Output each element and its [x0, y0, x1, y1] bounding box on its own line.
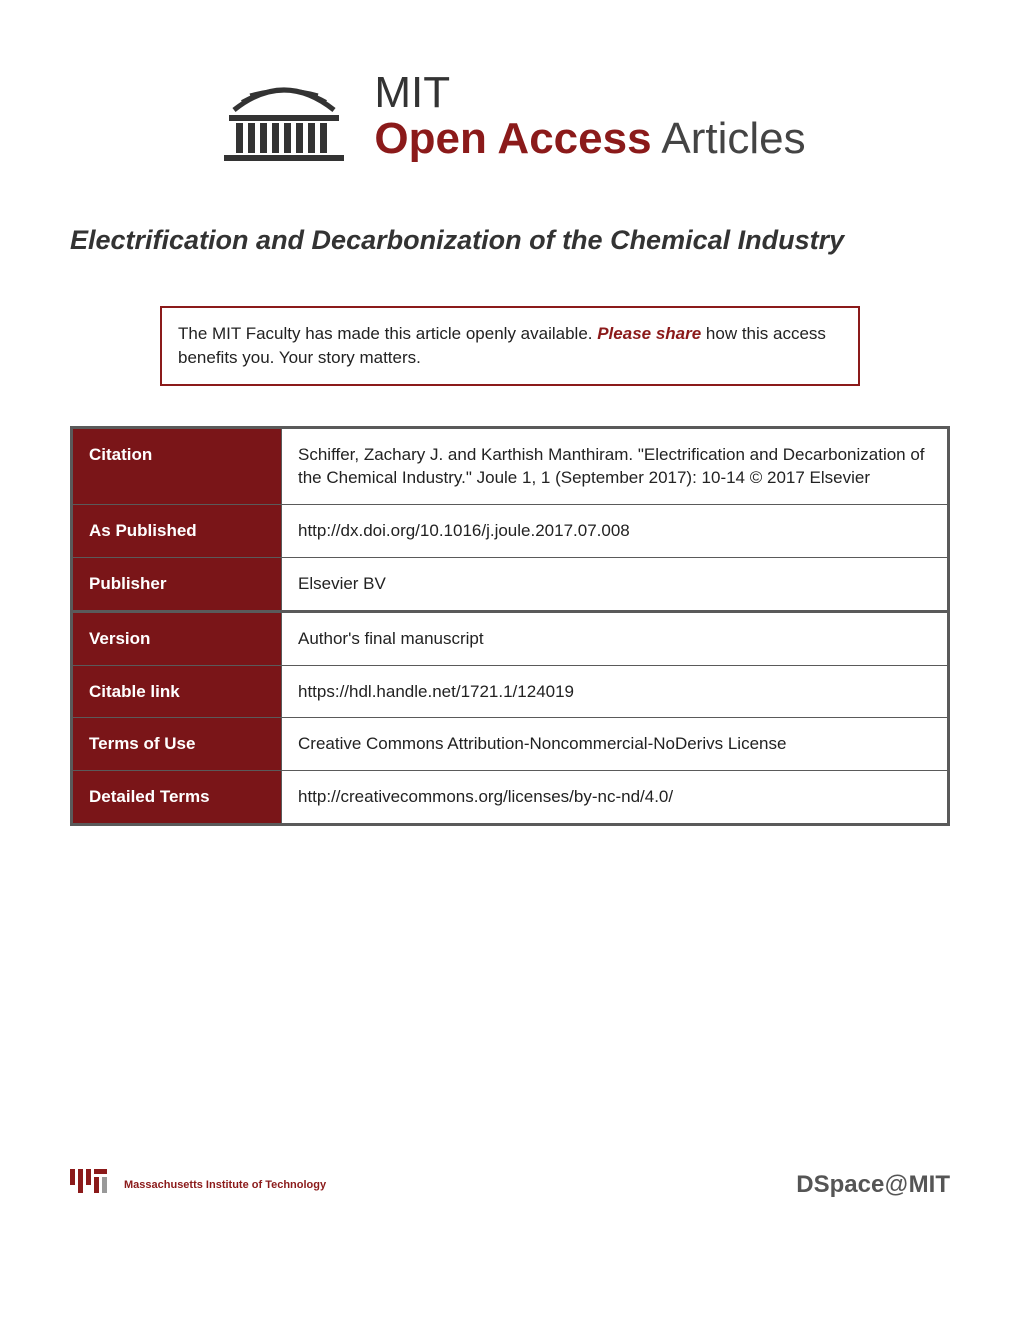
- table-row: As Published http://dx.doi.org/10.1016/j…: [72, 505, 949, 558]
- dspace-logo: DSpace@MIT: [796, 1171, 950, 1199]
- header-mit-text: MIT: [374, 71, 805, 115]
- table-row: Version Author's final manuscript: [72, 611, 949, 665]
- mit-footer-logo: Massachusetts Institute of Technology: [70, 1169, 326, 1200]
- detailed-terms-label: Detailed Terms: [72, 771, 282, 825]
- article-title: Electrification and Decarbonization of t…: [70, 225, 950, 256]
- header-open-access-text: Open Access Articles: [374, 115, 805, 163]
- mit-dome-icon: [214, 60, 354, 175]
- please-share-link[interactable]: Please share: [597, 324, 701, 343]
- header-logo: MIT Open Access Articles: [70, 60, 950, 175]
- notice-text-before: The MIT Faculty has made this article op…: [178, 324, 597, 343]
- publisher-value: Elsevier BV: [282, 557, 949, 611]
- publisher-label: Publisher: [72, 557, 282, 611]
- table-row: Publisher Elsevier BV: [72, 557, 949, 611]
- citable-link-value[interactable]: https://hdl.handle.net/1721.1/124019: [282, 665, 949, 718]
- as-published-label: As Published: [72, 505, 282, 558]
- citation-label: Citation: [72, 427, 282, 505]
- metadata-table: Citation Schiffer, Zachary J. and Karthi…: [70, 426, 950, 826]
- citable-link-label: Citable link: [72, 665, 282, 718]
- terms-of-use-value: Creative Commons Attribution-Noncommerci…: [282, 718, 949, 771]
- version-label: Version: [72, 611, 282, 665]
- detailed-terms-value[interactable]: http://creativecommons.org/licenses/by-n…: [282, 771, 949, 825]
- version-value: Author's final manuscript: [282, 611, 949, 665]
- table-row: Citation Schiffer, Zachary J. and Karthi…: [72, 427, 949, 505]
- mit-bars-icon: [70, 1169, 114, 1200]
- citation-value: Schiffer, Zachary J. and Karthish Manthi…: [282, 427, 949, 505]
- mit-footer-text: Massachusetts Institute of Technology: [124, 1179, 326, 1191]
- table-row: Citable link https://hdl.handle.net/1721…: [72, 665, 949, 718]
- table-row: Detailed Terms http://creativecommons.or…: [72, 771, 949, 825]
- page-footer: Massachusetts Institute of Technology DS…: [70, 1169, 950, 1200]
- table-row: Terms of Use Creative Commons Attributio…: [72, 718, 949, 771]
- as-published-value[interactable]: http://dx.doi.org/10.1016/j.joule.2017.0…: [282, 505, 949, 558]
- share-notice-box: The MIT Faculty has made this article op…: [160, 306, 860, 386]
- terms-of-use-label: Terms of Use: [72, 718, 282, 771]
